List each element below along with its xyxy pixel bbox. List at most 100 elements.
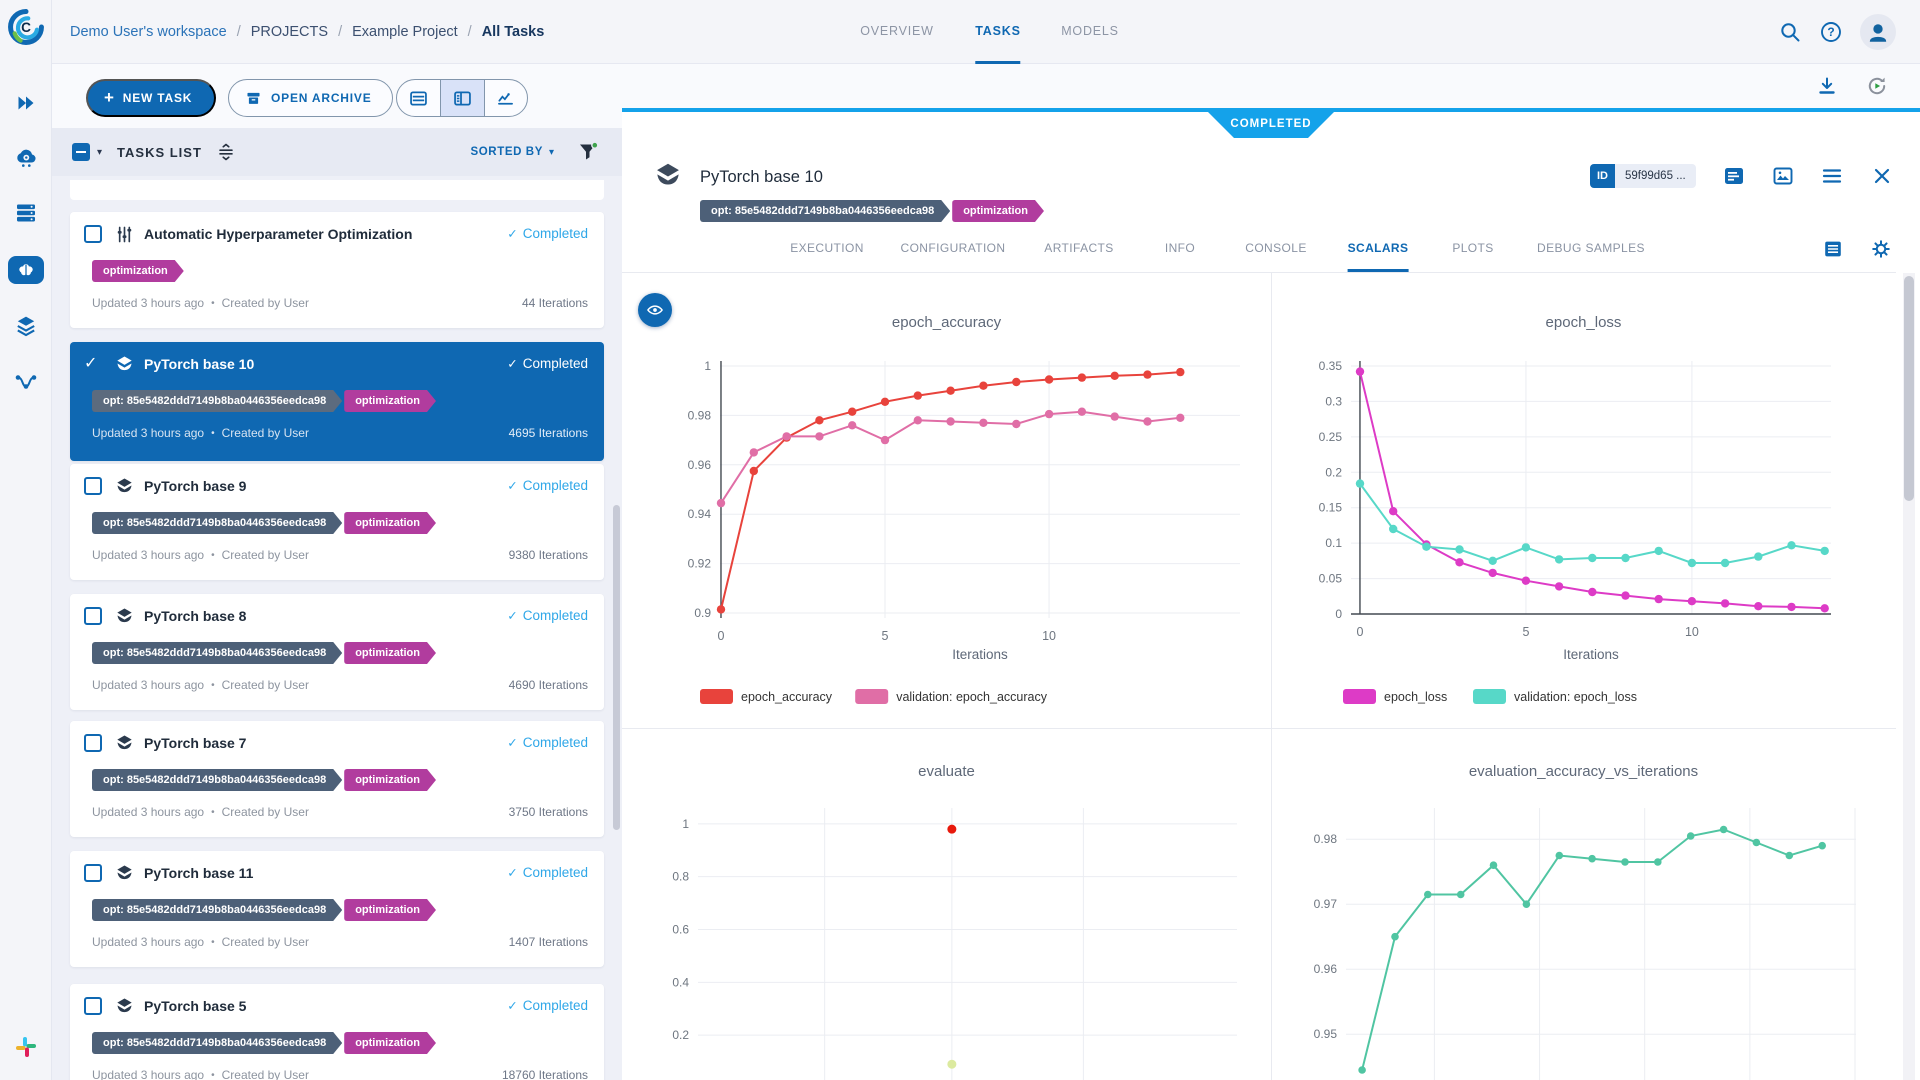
hide-show-metrics-eye-icon[interactable] <box>638 293 672 327</box>
detail-scrollbar-thumb[interactable] <box>1904 276 1914 501</box>
task-checkbox[interactable] <box>84 477 102 495</box>
task-checkbox[interactable] <box>84 734 102 752</box>
chart-svg-evaluation_accuracy_vs_iterations[interactable]: evaluation_accuracy_vs_iterations 0.95 0.9… <box>1271 728 1896 1080</box>
sorted-by-dropdown[interactable]: SORTED BY <box>470 146 543 158</box>
legend-label[interactable]: validation: epoch_loss <box>1514 690 1637 704</box>
task-iterations: 9380 Iterations <box>508 548 588 562</box>
split-view-toggle[interactable] <box>440 80 484 116</box>
tab-info[interactable]: INFO <box>1164 240 1196 255</box>
tab-execution[interactable]: EXECUTION <box>790 240 864 255</box>
status-text: Completed <box>522 478 588 493</box>
status-accent-line <box>622 108 1920 112</box>
metrics-table-icon[interactable] <box>1822 238 1844 260</box>
menu-icon[interactable] <box>1820 164 1844 188</box>
task-meta: Updated 3 hours ago • Created by User <box>92 805 309 819</box>
task-card[interactable]: PyTorch base 5 ✓ Completed opt: 85e5482dd… <box>70 984 604 1080</box>
task-checkbox[interactable] <box>84 607 102 625</box>
pipelines-icon[interactable] <box>14 370 38 394</box>
task-card[interactable]: Automatic Hyperparameter Optimization ✓ C… <box>70 212 604 328</box>
task-card[interactable]: PyTorch base 9 ✓ Completed opt: 85e5482dd… <box>70 464 604 580</box>
user-avatar[interactable] <box>1860 14 1896 50</box>
task-card[interactable]: ✓ PyTorch base 10 ✓ Completed opt: 85e548… <box>70 342 604 461</box>
tab-tasks[interactable]: TASKS <box>975 0 1021 64</box>
breadcrumb-item[interactable]: All Tasks <box>481 24 545 40</box>
task-checkbox[interactable] <box>84 997 102 1015</box>
chart-view-toggle[interactable] <box>483 80 527 116</box>
tab-plots[interactable]: PLOTS <box>1452 240 1494 255</box>
legend-swatch[interactable] <box>700 689 733 704</box>
settings-gear-icon[interactable] <box>1870 238 1892 260</box>
tab-overview[interactable]: OVERVIEW <box>860 23 934 38</box>
legend-label[interactable]: validation: epoch_accuracy <box>896 690 1048 704</box>
tab-scalars[interactable]: SCALARS <box>1347 226 1409 272</box>
column-settings-icon[interactable] <box>215 141 237 163</box>
task-title: PyTorch base 10 <box>700 168 823 186</box>
tasklist-scrollbar[interactable] <box>613 505 620 830</box>
select-caret-icon[interactable]: ▾ <box>97 146 103 158</box>
projects-icon[interactable] <box>8 256 44 284</box>
tab-debug-samples[interactable]: DEBUG SAMPLES <box>1537 240 1645 255</box>
filter-icon[interactable] <box>576 140 600 164</box>
svg-text:evaluate: evaluate <box>918 763 975 780</box>
breadcrumb-item[interactable]: Example Project <box>352 24 458 40</box>
open-archive-button[interactable]: OPEN ARCHIVE <box>228 79 393 117</box>
task-card[interactable]: PyTorch base 8 ✓ Completed opt: 85e5482dd… <box>70 594 604 710</box>
svg-text:0.8: 0.8 <box>672 870 689 884</box>
legend-swatch[interactable] <box>855 689 889 704</box>
expand-sidebar-icon[interactable] <box>14 91 38 115</box>
slack-icon[interactable] <box>15 1036 37 1058</box>
tab-artifacts[interactable]: ARTIFACTS <box>1044 240 1114 255</box>
tag-opt-id: opt: 85e5482ddd7149b8ba0446356eedca98 <box>92 512 342 534</box>
breadcrumb-item[interactable]: Demo User's workspace <box>70 24 227 40</box>
clearml-logo-icon[interactable]: C <box>6 7 46 47</box>
tab-console[interactable]: CONSOLE <box>1245 240 1307 255</box>
task-name: PyTorch base 9 <box>144 478 247 494</box>
task-status: ✓ Completed <box>507 998 588 1013</box>
partial-task-card[interactable] <box>70 180 604 200</box>
debug-image-icon[interactable] <box>1771 164 1795 188</box>
help-icon[interactable]: ? <box>1819 20 1843 44</box>
svg-text:1: 1 <box>682 817 689 831</box>
task-card[interactable]: PyTorch base 11 ✓ Completed opt: 85e5482d… <box>70 851 604 967</box>
new-task-button[interactable]: + NEW TASK <box>86 79 217 117</box>
chart-evaluate: evaluate 0.2 0.4 0.6 0.8 1 <box>622 728 1271 1080</box>
breadcrumb-item[interactable]: PROJECTS <box>250 24 329 40</box>
left-nav-rail: C <box>0 0 52 1080</box>
detail-tabs: EXECUTION CONFIGURATION ARTIFACTS INFO CONSO… <box>622 226 1920 272</box>
applications-icon[interactable] <box>14 146 38 170</box>
breadcrumb-separator: / <box>338 24 343 40</box>
task-updated: Updated 3 hours ago <box>92 548 205 562</box>
table-view-toggle[interactable] <box>397 80 440 116</box>
task-details-icon[interactable] <box>1722 164 1746 188</box>
task-updated: Updated 3 hours ago <box>92 1068 205 1080</box>
task-id-badge[interactable]: ID 59f99d65 ... <box>1590 164 1696 188</box>
legend-label[interactable]: epoch_loss <box>1384 690 1447 704</box>
svg-text:0.05: 0.05 <box>1319 572 1343 586</box>
status-text: Completed <box>522 356 588 371</box>
auto-refresh-icon[interactable] <box>1865 74 1889 98</box>
legend-label[interactable]: epoch_accuracy <box>741 690 833 704</box>
svg-text:0: 0 <box>1335 607 1342 621</box>
task-status: ✓ Completed <box>507 356 588 371</box>
svg-text:0.98: 0.98 <box>688 408 712 422</box>
chart-svg-epoch_loss[interactable]: epoch_loss 0 0.05 0.1 0.15 0.2 0.25 0.3 0.35 0 5 10… <box>1271 273 1896 728</box>
legend-swatch[interactable] <box>1473 689 1506 704</box>
task-selected-check-icon[interactable]: ✓ <box>84 355 98 372</box>
bullet-separator: • <box>211 936 215 948</box>
task-checkbox[interactable] <box>84 864 102 882</box>
datasets-icon[interactable] <box>14 314 38 338</box>
task-checkbox[interactable] <box>84 225 102 243</box>
close-icon[interactable] <box>1870 164 1894 188</box>
workers-queues-icon[interactable] <box>14 201 38 225</box>
select-all-checkbox[interactable] <box>72 143 90 161</box>
chart-svg-evaluate[interactable]: evaluate 0.2 0.4 0.6 0.8 1 <box>622 728 1271 1080</box>
task-card[interactable]: PyTorch base 7 ✓ Completed opt: 85e5482dd… <box>70 721 604 837</box>
legend-swatch[interactable] <box>1343 689 1376 704</box>
check-icon: ✓ <box>507 227 518 241</box>
sorted-by-caret-icon[interactable]: ▾ <box>548 146 554 158</box>
tab-configuration[interactable]: CONFIGURATION <box>900 240 1006 255</box>
download-icon[interactable] <box>1815 74 1839 98</box>
search-icon[interactable] <box>1778 20 1802 44</box>
tab-models[interactable]: MODELS <box>1061 23 1119 38</box>
